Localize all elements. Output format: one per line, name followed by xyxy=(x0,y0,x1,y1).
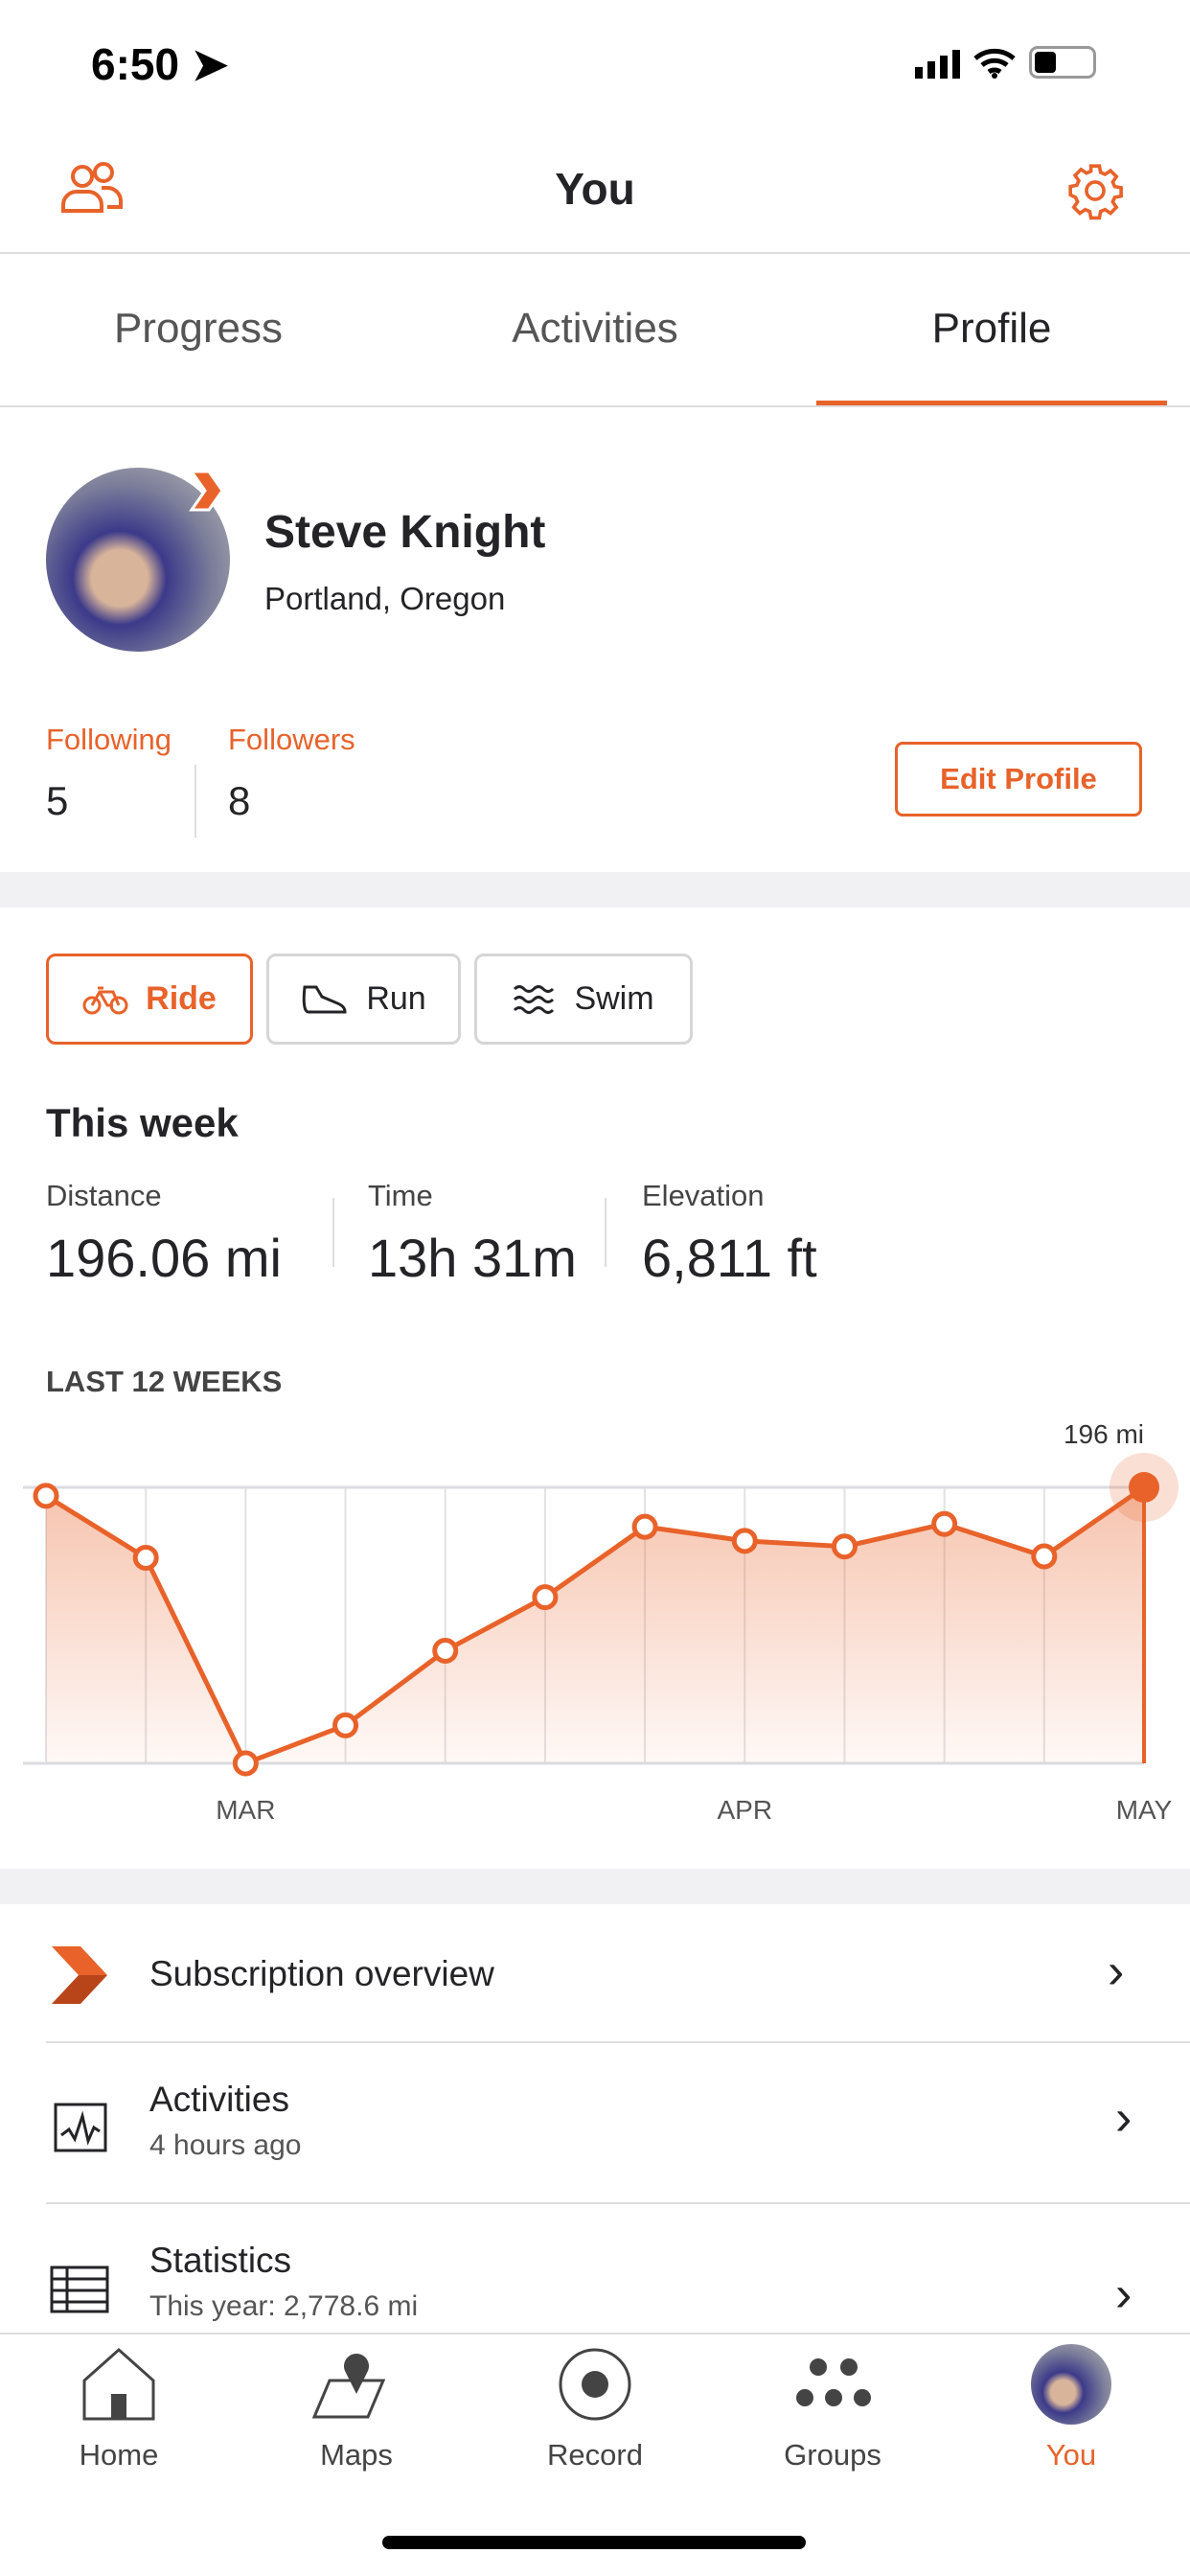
following-count[interactable]: 5 xyxy=(46,778,69,823)
followers-label[interactable]: Followers xyxy=(228,723,355,756)
activity-chart-icon xyxy=(54,2103,107,2152)
data-point xyxy=(931,1510,958,1537)
tab-activities[interactable]: Activities xyxy=(512,305,678,352)
tab-progress[interactable]: Progress xyxy=(113,305,284,352)
tab-profile[interactable]: Profile xyxy=(931,305,1052,352)
nav-record[interactable]: Record xyxy=(476,2334,714,2488)
signal-icon xyxy=(915,50,960,79)
chevron-right-icon: › xyxy=(1108,1944,1125,1999)
nav-groups[interactable]: Groups xyxy=(714,2334,951,2488)
groups-icon xyxy=(796,2358,871,2406)
chart-title: LAST 12 WEEKS xyxy=(46,1365,283,1398)
menu-statistics[interactable]: Statistics This year: 2,778.6 mi › xyxy=(0,2204,1190,2334)
data-point xyxy=(731,1528,758,1554)
avatar xyxy=(1031,2344,1111,2425)
followers-count[interactable]: 8 xyxy=(228,778,251,823)
nav-maps[interactable]: Maps xyxy=(238,2334,475,2488)
sport-run-button[interactable]: Run xyxy=(266,954,461,1045)
x-tick-label: MAY xyxy=(1116,1795,1173,1825)
nav-home[interactable]: Home xyxy=(0,2334,238,2488)
map-pin-icon xyxy=(311,2354,386,2419)
status-icons xyxy=(915,46,1096,79)
shoe-icon xyxy=(303,985,347,1013)
time-value: 13h 31m xyxy=(368,1228,577,1288)
friends-icon[interactable] xyxy=(59,161,126,215)
divider xyxy=(195,765,196,838)
menu-activities[interactable]: Activities 4 hours ago › xyxy=(0,2043,1190,2202)
elevation-value: 6,811 ft xyxy=(642,1228,817,1288)
data-point xyxy=(332,1712,359,1738)
gear-icon[interactable] xyxy=(1065,161,1125,220)
elevation-label: Elevation xyxy=(642,1179,765,1212)
menu-title: Activities xyxy=(149,2080,289,2119)
wifi-icon xyxy=(973,48,1016,79)
edit-profile-button[interactable]: Edit Profile xyxy=(895,742,1142,816)
data-point xyxy=(432,1637,459,1664)
data-point xyxy=(132,1544,159,1571)
table-icon xyxy=(50,2266,109,2313)
this-week-title: This week xyxy=(46,1100,239,1145)
bike-icon xyxy=(82,986,128,1014)
x-tick-label: MAR xyxy=(216,1795,275,1825)
chart-area xyxy=(46,1487,1144,1763)
waves-icon xyxy=(514,984,555,1014)
tab-underline xyxy=(816,401,1167,405)
data-point xyxy=(532,1584,559,1611)
data-point xyxy=(1129,1472,1159,1503)
weekly-chart[interactable]: 196 mi MAR APR MAY xyxy=(0,1399,1190,1840)
subscriber-badge-icon xyxy=(189,470,224,512)
divider xyxy=(0,252,1190,254)
record-icon xyxy=(559,2348,631,2421)
home-icon xyxy=(82,2347,155,2421)
menu-subtitle: This year: 2,778.6 mi xyxy=(149,2290,419,2322)
divider xyxy=(46,2202,1190,2204)
section-gap xyxy=(0,1869,1190,1904)
status-time: 6:50 ➤ xyxy=(91,39,229,89)
divider xyxy=(46,2041,1190,2043)
battery-icon xyxy=(1029,46,1096,79)
data-point xyxy=(831,1533,858,1560)
sport-ride-button[interactable]: Ride xyxy=(46,954,253,1045)
section-gap xyxy=(0,872,1190,908)
distance-label: Distance xyxy=(46,1179,162,1212)
divider xyxy=(605,1198,606,1267)
time-label: Time xyxy=(368,1179,433,1212)
menu-subtitle: 4 hours ago xyxy=(149,2129,302,2161)
data-point xyxy=(631,1513,658,1540)
menu-title: Subscription overview xyxy=(149,1954,494,1993)
profile-location: Portland, Oregon xyxy=(264,581,506,616)
following-label[interactable]: Following xyxy=(46,723,172,756)
nav-you[interactable]: You xyxy=(952,2334,1190,2488)
chevron-right-icon: › xyxy=(1115,2090,1133,2146)
highlight-label: 196 mi xyxy=(1064,1419,1144,1449)
page-title: You xyxy=(555,164,635,214)
chart-line xyxy=(44,1484,1146,1767)
sport-swim-button[interactable]: Swim xyxy=(474,954,693,1045)
divider xyxy=(332,1198,334,1267)
chevron-right-icon: › xyxy=(1115,2266,1133,2322)
menu-subscription-overview[interactable]: Subscription overview › xyxy=(0,1904,1190,2042)
profile-name: Steve Knight xyxy=(264,507,546,558)
data-point xyxy=(1031,1543,1058,1570)
x-tick-label: APR xyxy=(717,1795,772,1825)
location-arrow-icon: ➤ xyxy=(191,39,229,89)
menu-title: Statistics xyxy=(149,2241,292,2280)
subscription-chevron-icon xyxy=(52,1946,107,2004)
home-indicator xyxy=(382,2536,806,2549)
data-point xyxy=(33,1483,59,1509)
divider xyxy=(0,405,1190,407)
data-point xyxy=(232,1750,259,1777)
distance-value: 196.06 mi xyxy=(46,1228,282,1288)
